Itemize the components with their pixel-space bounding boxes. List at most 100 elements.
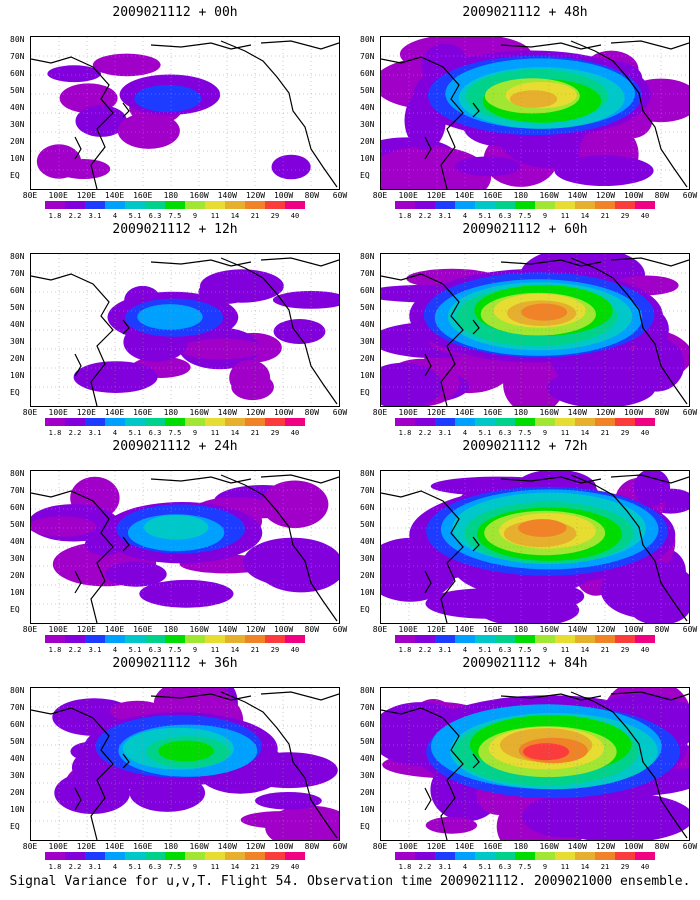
lat-tick-label: 10N (360, 371, 375, 380)
lon-tick-label: 140W (217, 191, 237, 200)
colorbar-label: 2.2 (68, 429, 82, 437)
lat-tick-label: EQ (360, 388, 370, 397)
coastline (610, 691, 689, 701)
colorbar-label: 4 (112, 212, 118, 220)
colorbar-swatch (635, 635, 655, 643)
colorbar (45, 201, 305, 209)
variance-contour (73, 361, 158, 393)
colorbar-swatch (475, 201, 495, 209)
lon-tick-label: 80W (304, 842, 320, 851)
lat-tick-label: 70N (10, 703, 25, 712)
lat-tick-label: 60N (10, 503, 25, 512)
panel-title: 2009021112 + 24h (112, 439, 238, 454)
coastline (500, 693, 602, 701)
colorbar-label: 1.8 (48, 429, 62, 437)
lat-tick-label: 30N (360, 771, 375, 780)
colorbar-label: 6.3 (498, 212, 512, 220)
lon-tick-label: 60W (682, 625, 698, 634)
lon-tick-label: 140E (104, 408, 125, 417)
variance-contour (231, 373, 274, 401)
lon-tick-label: 180 (163, 191, 179, 200)
lat-tick-label: 20N (10, 571, 25, 580)
coastline (122, 753, 130, 769)
colorbar-swatch (595, 418, 615, 426)
lon-tick-label: 180 (163, 408, 179, 417)
coastline (74, 787, 82, 811)
colorbar-label: 4 (462, 863, 468, 871)
variance-contour (425, 816, 478, 834)
colorbar-label: 14 (230, 429, 240, 437)
variance-contour (240, 811, 323, 829)
colorbar-label: 21 (600, 646, 610, 654)
coastline (150, 476, 252, 484)
colorbar-label: 1.8 (398, 646, 412, 654)
colorbar-label: 2.2 (418, 646, 432, 654)
colorbar-label: 40 (640, 212, 650, 220)
colorbar-label: 9 (192, 212, 198, 220)
colorbar-swatch (265, 418, 285, 426)
colorbar-label: 9 (192, 429, 198, 437)
colorbar-swatch (475, 852, 495, 860)
colorbar-swatch (435, 635, 455, 643)
colorbar-swatch (435, 852, 455, 860)
lat-tick-label: 50N (360, 303, 375, 312)
coastline (381, 273, 464, 406)
colorbar-swatch (85, 201, 105, 209)
lat-tick-label: 20N (360, 788, 375, 797)
colorbar-swatch (225, 852, 245, 860)
colorbar-swatch (475, 418, 495, 426)
colorbar-swatch (515, 635, 535, 643)
lat-tick-label: 40N (360, 754, 375, 763)
colorbar-swatch (45, 418, 65, 426)
lat-tick-label: 30N (360, 554, 375, 563)
lon-tick-label: 120E (426, 408, 446, 417)
colorbar-label: 29 (270, 429, 280, 437)
colorbar-swatch (415, 635, 435, 643)
panel-title: 2009021112 + 84h (462, 656, 588, 671)
variance-contour (629, 337, 685, 392)
map-panel: 2009021112 + 00h 80N 70N 60N 50N 40N 30N 20N 10N… (10, 5, 347, 220)
colorbar-label: 6.3 (148, 646, 162, 654)
lat-tick-label: 60N (10, 286, 25, 295)
colorbar-label: 7.5 (168, 429, 182, 437)
lon-tick-label: 140W (567, 625, 587, 634)
colorbar-label: 14 (230, 212, 240, 220)
lon-tick-label: 80E (372, 842, 388, 851)
lon-tick-label: 60W (682, 842, 698, 851)
colorbar-label: 9 (542, 646, 548, 654)
lat-tick-label: 60N (360, 69, 375, 78)
panel-title: 2009021112 + 48h (462, 5, 588, 20)
colorbar-label: 7.5 (518, 429, 532, 437)
lon-tick-label: 100E (398, 625, 418, 634)
colorbar-label: 11 (560, 646, 570, 654)
lon-tick-label: 140E (104, 191, 125, 200)
coastline (424, 353, 432, 377)
colorbar-swatch (105, 418, 125, 426)
lon-tick-label: 120W (595, 408, 616, 417)
coastline (472, 319, 480, 335)
lat-tick-label: 20N (360, 354, 375, 363)
colorbar-label: 40 (290, 212, 300, 220)
colorbar-swatch (635, 201, 655, 209)
coastline (74, 136, 82, 160)
coastline (472, 753, 480, 769)
colorbar-swatch (395, 201, 415, 209)
lon-tick-label: 120E (76, 408, 96, 417)
variance-field (381, 254, 689, 406)
coastline (150, 259, 252, 267)
colorbar-label: 21 (600, 863, 610, 871)
variance-field (31, 254, 339, 406)
colorbar-label: 6.3 (498, 863, 512, 871)
colorbar-label: 29 (270, 863, 280, 871)
lon-tick-label: 180 (163, 625, 179, 634)
map-plot-area (30, 470, 340, 624)
colorbar-label: 4 (112, 646, 118, 654)
colorbar-label: 21 (600, 429, 610, 437)
lat-tick-label: 30N (360, 337, 375, 346)
lon-tick-label: 180 (513, 191, 529, 200)
coastline (220, 257, 338, 405)
lon-tick-label: 60W (332, 842, 348, 851)
lon-tick-label: 100E (398, 191, 418, 200)
lon-tick-label: 120W (245, 625, 266, 634)
variance-contour (137, 304, 203, 330)
